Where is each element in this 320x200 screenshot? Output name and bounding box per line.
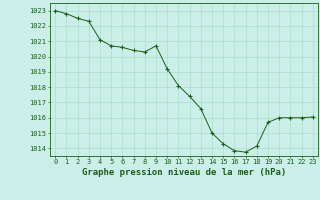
X-axis label: Graphe pression niveau de la mer (hPa): Graphe pression niveau de la mer (hPa) xyxy=(82,168,286,177)
